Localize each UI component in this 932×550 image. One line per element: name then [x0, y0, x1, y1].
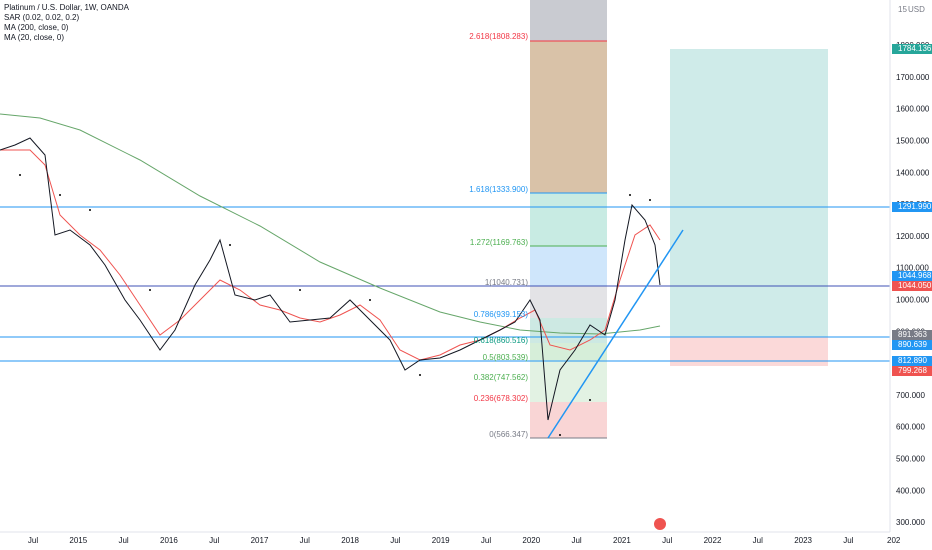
time-label: Jul [843, 536, 853, 545]
time-label: Jul [571, 536, 581, 545]
time-label: Jul [481, 536, 491, 545]
price-label: 500.000 [896, 455, 925, 464]
price-badge-text: 1291.990 [898, 202, 932, 211]
price-badge-text: 812.890 [898, 356, 927, 365]
time-label: Jul [209, 536, 219, 545]
price-badge-text: 1044.050 [898, 281, 932, 290]
fib-label: 0.236(678.302) [474, 394, 529, 403]
fib-label: 0.5(803.539) [483, 353, 529, 362]
price-label: 1100.000 [896, 264, 929, 273]
ma200 [0, 113, 661, 335]
time-label: Jul [662, 536, 672, 545]
time-label: 2021 [613, 536, 631, 545]
ma20 [0, 149, 661, 361]
time-label: 2015 [69, 536, 87, 545]
time-label: 2019 [432, 536, 450, 545]
time-label: 202 [887, 536, 901, 545]
price-badge-text: 1044.968 [898, 271, 932, 280]
price-badge [892, 366, 932, 376]
fib-label: 0(566.347) [489, 430, 528, 439]
plot [0, 0, 890, 532]
time-label: Jul [390, 536, 400, 545]
long-target [670, 49, 828, 337]
fib-label: 1.272(1169.763) [470, 238, 528, 247]
price-badge-text: 890.639 [898, 340, 927, 349]
price-badge-text: 1784.136 [898, 44, 932, 53]
fib-label: 0.618(860.516) [474, 336, 529, 345]
price-badge [892, 340, 932, 350]
h-lines [0, 206, 890, 362]
price-label: 1000.000 [896, 296, 930, 305]
time-label: 2018 [341, 536, 359, 545]
time-label: 2023 [794, 536, 812, 545]
time-label: 2017 [251, 536, 269, 545]
time-label: 2016 [160, 536, 178, 545]
indicator: SAR (0.02, 0.02, 0.2) [4, 13, 80, 22]
price-label: 1400.000 [896, 168, 930, 177]
price-badge-text: 891.363 [898, 330, 927, 339]
fib-label: 1(1040.731) [485, 278, 528, 287]
price [0, 137, 661, 421]
time-label: Jul [753, 536, 763, 545]
time-label: 2022 [704, 536, 722, 545]
price-label: 700.000 [896, 391, 925, 400]
axis-unit: USD [908, 5, 925, 14]
trendline [547, 229, 684, 439]
fib-label: 1.618(1333.900) [469, 185, 528, 194]
axis-top: 15 [898, 5, 907, 14]
sar-dots [19, 174, 651, 436]
price-label: 1500.000 [896, 137, 930, 146]
price-badge [892, 330, 932, 340]
fib-label: 0.382(747.562) [474, 373, 529, 382]
time-label: 2020 [522, 536, 540, 545]
price-badge [892, 271, 932, 281]
price-badge [892, 281, 932, 291]
fib-label: 2.618(1808.283) [469, 32, 528, 41]
long-stop [670, 337, 828, 366]
fib-label: 0.786(939.153) [474, 310, 529, 319]
indicator: MA (20, close, 0) [4, 33, 65, 42]
price-label: 400.000 [896, 486, 925, 495]
price-label: 1700.000 [896, 73, 930, 82]
price-label: 300.000 [896, 518, 925, 527]
flag-icon[interactable] [654, 518, 666, 530]
time-label: Jul [28, 536, 38, 545]
price-label: 600.000 [896, 423, 925, 432]
symbol-title: Platinum / U.S. Dollar, 1W, OANDA [4, 3, 129, 12]
time-label: Jul [118, 536, 128, 545]
price-badge [892, 44, 932, 54]
price-badge [892, 356, 932, 366]
price-label: 1200.000 [896, 232, 930, 241]
time-label: Jul [300, 536, 310, 545]
price-badge-text: 799.268 [898, 366, 927, 375]
price-label: 1600.000 [896, 105, 930, 114]
fib-zones [530, 0, 607, 439]
price-badge [892, 202, 932, 212]
indicator: MA (200, close, 0) [4, 23, 69, 32]
legend: Platinum / U.S. Dollar, 1W, OANDA SAR (0… [4, 3, 129, 43]
